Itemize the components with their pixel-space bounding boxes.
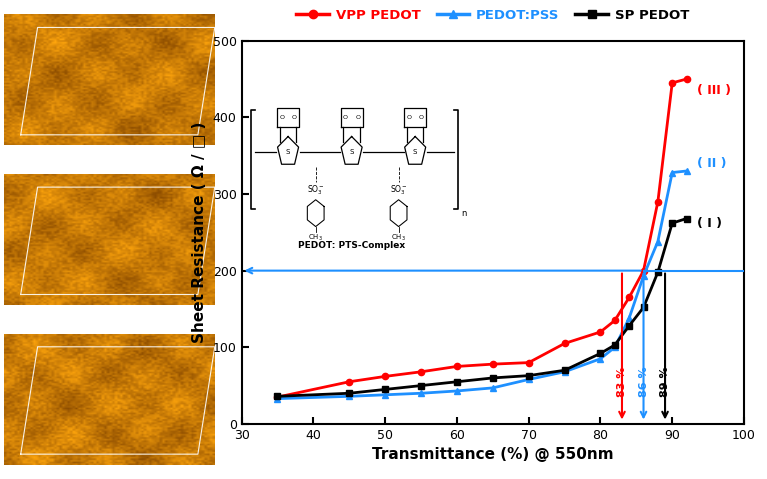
Text: ( I ): ( I ) [15,148,38,158]
Text: 89 %: 89 % [660,366,670,397]
X-axis label: Transmittance (%) @ 550nm: Transmittance (%) @ 550nm [372,447,614,462]
Text: ( I ): ( I ) [697,217,723,229]
Text: ( II ): ( II ) [15,308,41,318]
Y-axis label: Sheet Resistance ( Ω / □ ): Sheet Resistance ( Ω / □ ) [193,122,207,343]
Text: RMS : 6.173 nm: RMS : 6.173 nm [13,339,93,348]
Text: ( II ): ( II ) [697,157,727,170]
Text: 86 %: 86 % [638,366,649,397]
Text: 83 %: 83 % [617,366,627,397]
Text: RMS : 4.322 nm: RMS : 4.322 nm [13,179,93,188]
Text: RMS : 4.081 nm: RMS : 4.081 nm [13,19,93,28]
Text: ( III ): ( III ) [15,467,45,477]
Legend: VPP PEDOT, PEDOT:PSS, SP PEDOT: VPP PEDOT, PEDOT:PSS, SP PEDOT [291,3,695,27]
Text: ( III ): ( III ) [697,84,732,97]
